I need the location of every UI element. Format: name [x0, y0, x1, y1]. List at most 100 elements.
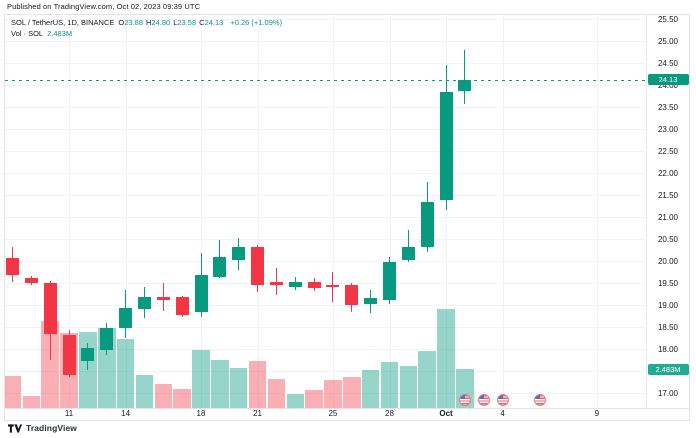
candle-body: [458, 79, 472, 91]
price-tick-label: 22.50: [657, 146, 679, 156]
candle-body: [383, 261, 396, 300]
candle-body: [307, 281, 321, 289]
volume-bar: [361, 369, 380, 408]
volume-bar: [286, 393, 304, 408]
candle-body: [420, 201, 434, 247]
volume-bar: [399, 365, 418, 408]
volume-bar: [324, 379, 342, 408]
time-gridline: [201, 15, 202, 408]
volume-bar: [135, 374, 154, 408]
price-gridline: [5, 239, 646, 241]
candle-body: [213, 256, 227, 277]
candle-body: [43, 283, 57, 334]
candle-body: [251, 246, 265, 286]
price-tick-label: 23.00: [657, 124, 679, 134]
time-tick-label: 28: [385, 409, 394, 418]
ohlc-l: L23.58: [173, 18, 197, 27]
time-tick-label: 25: [328, 409, 338, 418]
volume-bar: [41, 321, 59, 408]
price-gridline: [5, 85, 646, 87]
candle-body: [24, 277, 38, 283]
price-tick-label: 21.50: [657, 190, 679, 200]
volume-bar: [22, 396, 41, 408]
change-value: +0.26 (+1.09%): [230, 18, 283, 27]
price-gridline: [5, 19, 646, 21]
candle-body: [326, 285, 340, 287]
ohlc-c: C24.13: [199, 18, 224, 27]
price-tick-label: 25.50: [657, 14, 679, 24]
time-tick-label: 18: [196, 409, 206, 418]
volume-bar: [418, 351, 436, 408]
time-tick-label: 4: [500, 409, 505, 418]
candle-body: [194, 274, 208, 312]
price-tick-label: 17.00: [657, 388, 679, 398]
price-tick-label: 19.50: [657, 278, 679, 288]
us-flag-icon[interactable]: [534, 393, 547, 406]
candle-body: [6, 258, 19, 275]
price-gridline: [5, 393, 646, 395]
time-gridline: [332, 15, 334, 408]
last-price-line: [5, 79, 648, 81]
time-gridline: [446, 15, 448, 408]
ohlc-o: O23.88: [118, 18, 143, 27]
price-tick-label: 25.00: [657, 36, 679, 46]
volume-study-value: 2.483M: [47, 29, 73, 38]
price-tick-label: 22.00: [657, 168, 679, 178]
time-gridline: [69, 15, 71, 408]
candle-body: [345, 285, 359, 306]
us-flag-icon[interactable]: [477, 393, 490, 406]
last-volume-badge: 2.483M: [647, 363, 689, 375]
volume-study-label[interactable]: Vol · SOL: [11, 29, 44, 38]
time-tick-label: Oct: [439, 409, 453, 418]
volume-bar: [305, 389, 323, 408]
price-tick-label: 21.00: [657, 212, 679, 222]
symbol-title[interactable]: SOL / TetherUS, 1D, BINANCE: [11, 18, 115, 27]
candle-wick: [464, 50, 466, 104]
time-gridline: [125, 15, 127, 408]
price-gridline: [5, 173, 646, 175]
candle-wick: [275, 268, 277, 296]
candle-body: [401, 246, 415, 260]
price-gridline: [5, 107, 646, 109]
ohlc-h: H24.80: [146, 18, 171, 27]
volume-bar: [116, 339, 135, 408]
us-flag-icon[interactable]: [496, 393, 509, 406]
candle-body: [100, 327, 114, 351]
price-gridline: [5, 63, 646, 65]
candle-body: [288, 282, 302, 287]
tradingview-logo[interactable]: TradingView: [8, 423, 77, 433]
price-tick-label: 24.00: [657, 80, 679, 90]
candle-body: [156, 296, 170, 301]
time-axis-separator: [4, 408, 690, 409]
price-tick-label: 20.50: [657, 234, 679, 244]
candle-body: [439, 91, 453, 201]
candle-wick: [407, 230, 409, 262]
price-tick-label: 18.00: [657, 344, 679, 354]
time-tick-label: 11: [64, 409, 74, 418]
last-price-badge: 24.13: [647, 74, 689, 86]
time-tick-label: 14: [121, 409, 131, 418]
price-gridline: [5, 151, 646, 153]
candle-body: [232, 246, 246, 260]
price-tick-label: 18.50: [657, 322, 679, 332]
volume-bar: [343, 377, 361, 408]
time-gridline: [596, 15, 598, 408]
volume-bar: [192, 350, 210, 408]
time-gridline: [389, 15, 391, 408]
price-gridline: [5, 217, 646, 219]
published-line: Published on TradingView.com, Oct 02, 20…: [7, 2, 201, 11]
price-gridline: [5, 349, 646, 351]
time-gridline: [257, 15, 259, 408]
volume-bar: [154, 383, 173, 408]
candle-body: [137, 297, 151, 309]
volume-bar: [229, 367, 248, 408]
tradingview-logo-icon: [8, 423, 22, 433]
candle-wick: [332, 271, 334, 302]
price-gridline: [5, 305, 646, 307]
price-gridline: [5, 129, 646, 131]
us-flag-icon[interactable]: [458, 393, 471, 406]
price-tick-label: 19.00: [657, 300, 679, 310]
time-tick-label: 9: [594, 409, 600, 418]
tradingview-logo-text: TradingView: [26, 423, 78, 433]
